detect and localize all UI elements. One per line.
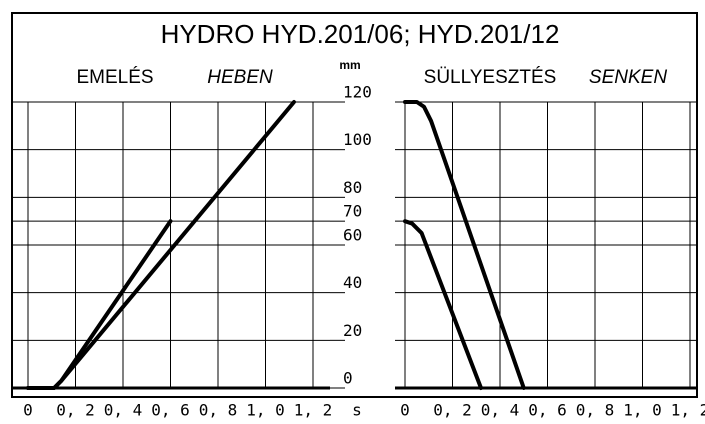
x-tick-label: 0 [400,401,410,420]
y-tick-label: 20 [343,321,362,340]
x-tick-label: 0, 4 [481,401,520,420]
line [403,100,526,390]
x-tick-label: 1, 0 [246,401,285,420]
x-tick-label: 0, 8 [199,401,238,420]
panel-title: EMELÉS [76,67,153,88]
frame [11,12,698,398]
x-tick-label: 0, 8 [576,401,615,420]
y-tick-label: 120 [343,83,372,102]
x-axis-label: s [352,401,362,420]
y-tick-label: 0 [343,369,353,388]
x-tick-label: 1, 0 [623,401,662,420]
x-tick-label: 0, 2 [56,401,95,420]
y-tick-label: 40 [343,273,362,292]
chart-title: HYDRO HYD.201/06; HYD.201/12 [161,19,560,49]
y-tick-label: 100 [343,130,372,149]
x-tick-label: 0 [23,401,33,420]
line [26,219,173,390]
x-tick-label: 0, 6 [528,401,567,420]
x-tick-label: 0, 4 [104,401,143,420]
y-tick-label: 70 [343,202,362,221]
panel-subtitle: HEBEN [207,67,273,88]
x-tick-label: 0, 2 [433,401,472,420]
y-tick-label: 80 [343,178,362,197]
x-tick-label: 1, 2 [294,401,333,420]
x-tick-label: 1, 2 [671,401,705,420]
panel-title: SÜLLYESZTÉS [424,67,557,88]
line [403,219,483,390]
x-tick-label: 0, 6 [151,401,190,420]
y-axis-label: mm [339,58,360,72]
panel-subtitle: SENKEN [589,67,667,88]
y-tick-label: 60 [343,226,362,245]
